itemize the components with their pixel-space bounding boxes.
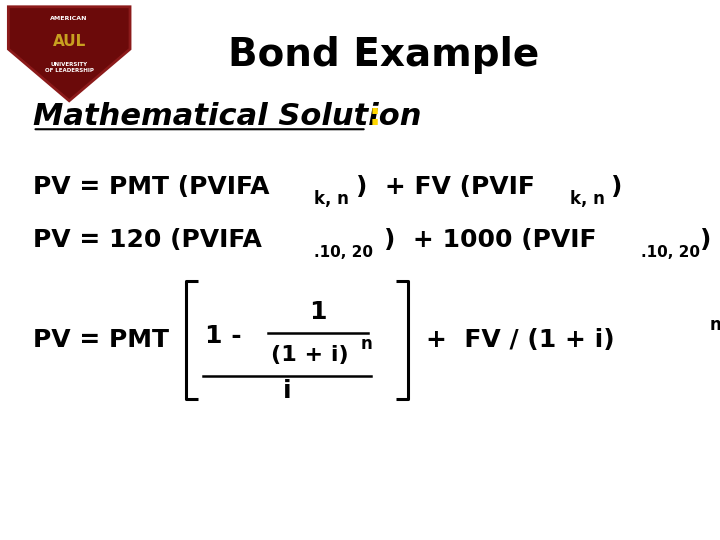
Text: i: i — [283, 379, 292, 403]
Text: +  FV / (1 + i): + FV / (1 + i) — [426, 328, 614, 352]
Text: (1 + i): (1 + i) — [271, 345, 348, 365]
Text: .10, 20: .10, 20 — [642, 245, 700, 260]
Text: .10, 20: .10, 20 — [315, 245, 374, 260]
Text: )  + FV (PVIF: ) + FV (PVIF — [356, 175, 535, 199]
Text: Bond Example: Bond Example — [228, 36, 539, 74]
Text: 1 -: 1 - — [205, 323, 242, 348]
Text: ): ) — [611, 175, 623, 199]
Text: UNIVERSITY
OF LEADERSHIP: UNIVERSITY OF LEADERSHIP — [45, 63, 94, 73]
Text: PV = 120 (PVIFA: PV = 120 (PVIFA — [32, 228, 261, 253]
Text: AMERICAN: AMERICAN — [50, 16, 88, 21]
Text: n: n — [361, 335, 373, 353]
Text: )  + 1000 (PVIF: ) + 1000 (PVIF — [384, 228, 596, 253]
Text: Mathematical Solution: Mathematical Solution — [32, 103, 421, 131]
Text: 1: 1 — [309, 300, 327, 324]
Text: k, n: k, n — [570, 190, 604, 207]
Text: PV = PMT: PV = PMT — [32, 328, 168, 352]
Text: AUL: AUL — [53, 34, 86, 49]
Text: PV = PMT (PVIFA: PV = PMT (PVIFA — [32, 175, 269, 199]
Polygon shape — [9, 7, 130, 101]
Text: n: n — [709, 316, 720, 334]
Text: k, n: k, n — [315, 190, 349, 207]
Text: ): ) — [701, 228, 711, 253]
Text: :: : — [369, 103, 381, 131]
